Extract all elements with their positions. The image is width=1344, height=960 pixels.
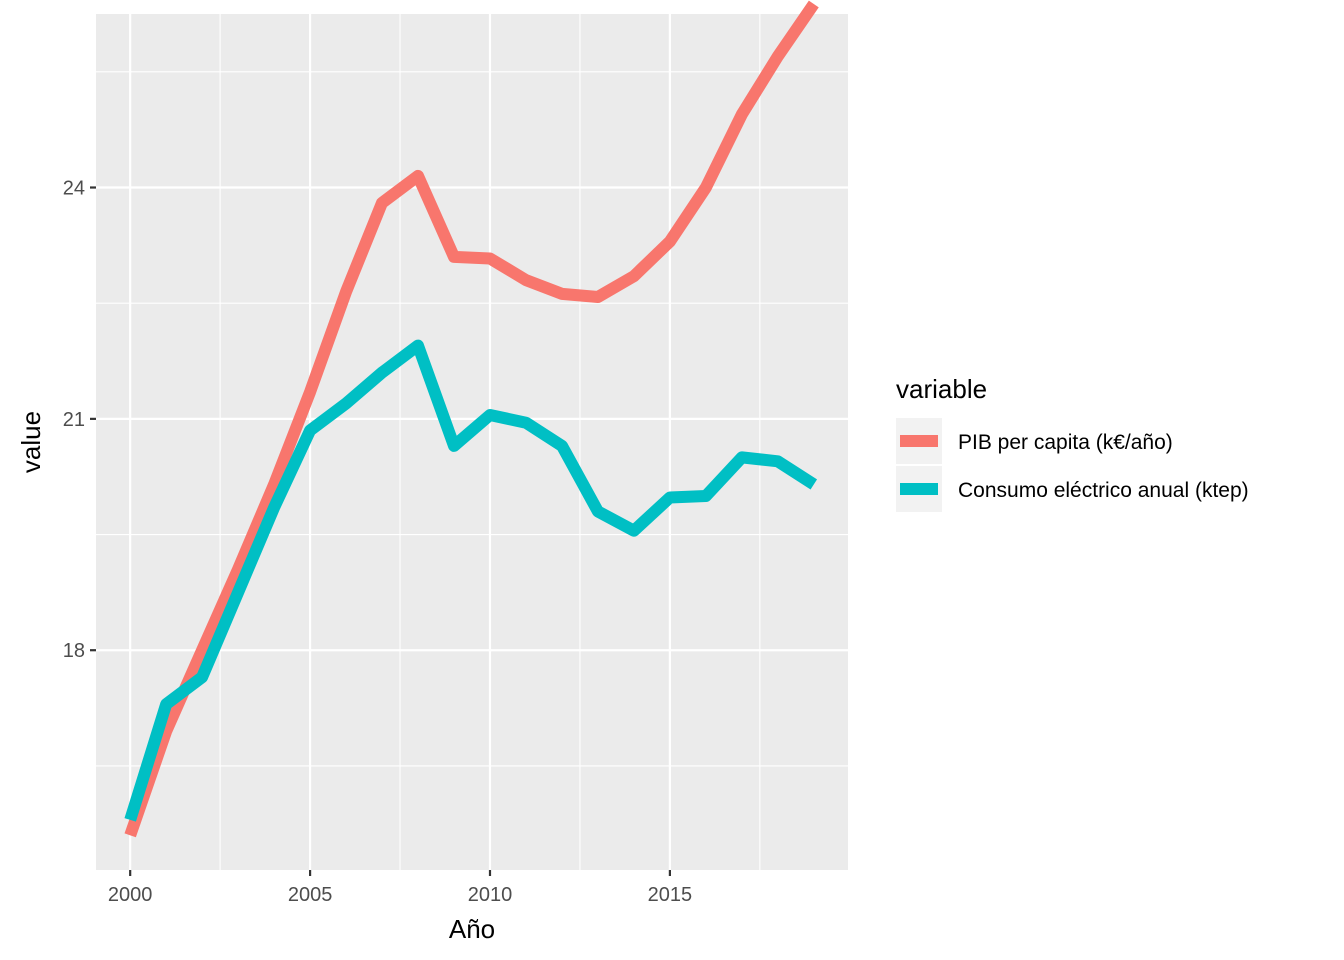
y-tick-label: 21 xyxy=(63,409,85,431)
x-axis-title: Año xyxy=(449,914,495,944)
y-axis-title: value xyxy=(16,411,46,473)
x-axis: 2000 2005 2010 2015 xyxy=(108,870,692,906)
x-tick-label: 2010 xyxy=(468,884,513,906)
series-line-2 xyxy=(124,339,818,822)
legend: variable PIB per capita (k€/año) Consumo … xyxy=(896,374,1249,512)
panel-background xyxy=(96,14,848,870)
series-lines xyxy=(124,0,819,838)
y-tick-label: 18 xyxy=(63,640,85,662)
x-tick-label: 2000 xyxy=(108,884,153,906)
series-line-1 xyxy=(124,0,819,838)
legend-item-label: Consumo eléctrico anual (ktep) xyxy=(958,479,1249,502)
y-tick-label: 24 xyxy=(63,178,85,200)
grid-major xyxy=(96,14,848,870)
legend-title: variable xyxy=(896,374,987,404)
x-tick-label: 2015 xyxy=(648,884,693,906)
grid-minor xyxy=(96,14,848,870)
y-axis: 18 21 24 xyxy=(63,178,96,662)
x-tick-label: 2005 xyxy=(288,884,333,906)
legend-item-label: PIB per capita (k€/año) xyxy=(958,431,1173,454)
